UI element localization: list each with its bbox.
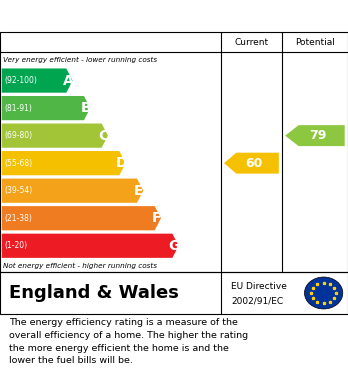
Text: 79: 79: [309, 129, 327, 142]
Text: 2002/91/EC: 2002/91/EC: [231, 297, 284, 306]
Polygon shape: [2, 179, 143, 203]
Polygon shape: [2, 206, 161, 230]
Text: England & Wales: England & Wales: [9, 284, 179, 302]
Polygon shape: [2, 68, 72, 93]
Text: (81-91): (81-91): [4, 104, 32, 113]
Text: (92-100): (92-100): [4, 76, 37, 85]
Text: 60: 60: [245, 157, 263, 170]
Ellipse shape: [304, 277, 343, 309]
Text: (55-68): (55-68): [4, 159, 32, 168]
Polygon shape: [2, 151, 126, 175]
Text: F: F: [152, 211, 161, 225]
Text: The energy efficiency rating is a measure of the
overall efficiency of a home. T: The energy efficiency rating is a measur…: [9, 318, 248, 366]
Text: Potential: Potential: [295, 38, 335, 47]
Polygon shape: [2, 234, 179, 258]
Text: Not energy efficient - higher running costs: Not energy efficient - higher running co…: [3, 263, 158, 269]
Text: A: A: [63, 74, 73, 88]
Text: D: D: [116, 156, 127, 170]
Text: Very energy efficient - lower running costs: Very energy efficient - lower running co…: [3, 57, 158, 63]
Polygon shape: [285, 125, 345, 146]
Text: G: G: [168, 239, 180, 253]
Text: (1-20): (1-20): [4, 241, 27, 250]
Text: (69-80): (69-80): [4, 131, 32, 140]
Polygon shape: [224, 153, 279, 174]
Polygon shape: [2, 96, 90, 120]
Text: (21-38): (21-38): [4, 214, 32, 223]
Text: E: E: [134, 184, 144, 198]
Text: Energy Efficiency Rating: Energy Efficiency Rating: [10, 9, 220, 23]
Text: Current: Current: [234, 38, 269, 47]
Polygon shape: [2, 124, 108, 148]
Text: EU Directive: EU Directive: [231, 282, 287, 291]
Text: C: C: [98, 129, 109, 143]
Text: B: B: [80, 101, 91, 115]
Text: (39-54): (39-54): [4, 186, 32, 195]
